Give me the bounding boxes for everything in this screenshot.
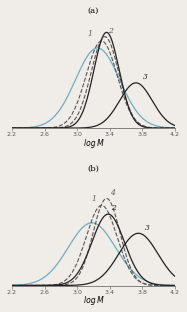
Text: 2: 2 [108, 27, 113, 35]
Text: 3: 3 [145, 223, 150, 232]
Text: 2: 2 [111, 204, 116, 212]
Text: (b): (b) [88, 164, 99, 172]
Text: 1: 1 [92, 195, 97, 203]
X-axis label: log M: log M [84, 139, 103, 148]
Text: 3: 3 [142, 73, 147, 81]
Text: 4: 4 [110, 189, 115, 197]
X-axis label: log M: log M [84, 296, 103, 305]
Text: 1: 1 [87, 30, 92, 37]
Text: (a): (a) [88, 7, 99, 15]
